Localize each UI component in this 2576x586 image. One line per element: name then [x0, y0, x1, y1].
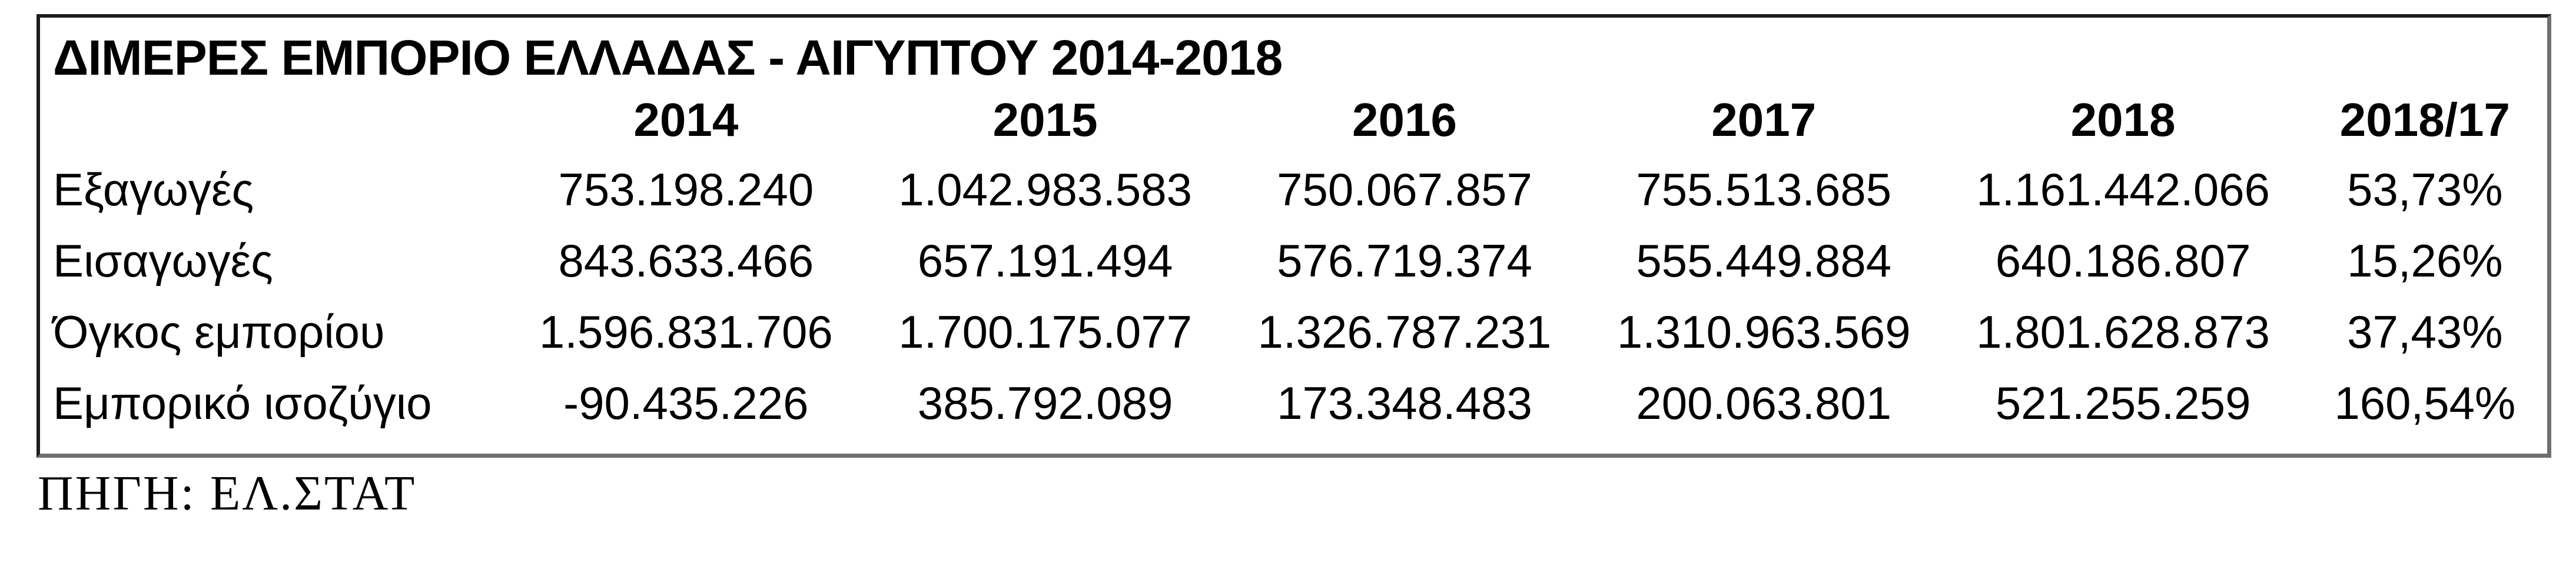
data-cell: 1.801.628.873 — [1976, 306, 2270, 358]
data-cell: 1.326.787.231 — [1257, 306, 1552, 358]
data-cell: 640.186.807 — [1995, 235, 2251, 287]
column-header-2018: 2018 — [2070, 94, 2176, 146]
data-cell: 200.063.801 — [1636, 377, 1892, 429]
data-cell: 750.067.857 — [1277, 164, 1532, 216]
column-header-2015: 2015 — [992, 94, 1098, 146]
data-cell-percent: 37,43% — [2347, 306, 2503, 358]
table-row-trade-volume: Όγκος εμπορίου 1.596.831.706 1.700.175.0… — [40, 297, 2547, 368]
data-cell: 843.633.466 — [558, 235, 814, 287]
column-header-2017: 2017 — [1711, 94, 1817, 146]
data-cell: 385.792.089 — [917, 377, 1173, 429]
trade-data-grid: 2014 2015 2016 2017 2018 2018/17 Εξαγωγέ… — [40, 86, 2547, 439]
table-row-imports: Εισαγωγές 843.633.466 657.191.494 576.71… — [40, 225, 2547, 297]
data-cell: 1.596.831.706 — [539, 306, 833, 358]
data-cell-percent: 15,26% — [2347, 235, 2503, 287]
row-label: Εξαγωγές — [53, 164, 254, 216]
data-cell: 657.191.494 — [917, 235, 1173, 287]
data-cell: -90.435.226 — [563, 377, 809, 429]
source-note: ΠΗΓΗ: ΕΛ.ΣΤΑΤ — [38, 466, 417, 521]
data-cell: 521.255.259 — [1995, 377, 2251, 429]
column-header-2016: 2016 — [1352, 94, 1457, 146]
data-cell: 1.700.175.077 — [898, 306, 1193, 358]
data-cell: 1.161.442.066 — [1976, 164, 2270, 216]
header-empty-cell — [40, 86, 506, 154]
row-label: Όγκος εμπορίου — [53, 306, 385, 358]
data-cell-percent: 160,54% — [2334, 377, 2516, 429]
trade-table: ΔΙΜΕΡΕΣ ΕΜΠΟΡΙΟ ΕΛΛΑΔΑΣ - ΑΙΓΥΠΤΟΥ 2014-… — [36, 14, 2551, 458]
data-cell: 1.310.963.569 — [1616, 306, 1911, 358]
table-row-trade-balance: Εμπορικό ισοζύγιο -90.435.226 385.792.08… — [40, 368, 2547, 439]
data-cell: 755.513.685 — [1636, 164, 1892, 216]
header-row: 2014 2015 2016 2017 2018 2018/17 — [40, 86, 2547, 154]
data-cell-percent: 53,73% — [2347, 164, 2503, 216]
data-cell: 173.348.483 — [1277, 377, 1532, 429]
table-row-exports: Εξαγωγές 753.198.240 1.042.983.583 750.0… — [40, 154, 2547, 225]
data-cell: 1.042.983.583 — [898, 164, 1193, 216]
row-label: Εμπορικό ισοζύγιο — [53, 377, 432, 429]
column-header-2014: 2014 — [633, 94, 739, 146]
column-header-2018-17: 2018/17 — [2339, 94, 2510, 146]
row-label: Εισαγωγές — [53, 235, 273, 287]
data-cell: 576.719.374 — [1277, 235, 1532, 287]
data-cell: 753.198.240 — [558, 164, 814, 216]
data-cell: 555.449.884 — [1636, 235, 1892, 287]
table-title: ΔΙΜΕΡΕΣ ΕΜΠΟΡΙΟ ΕΛΛΑΔΑΣ - ΑΙΓΥΠΤΟΥ 2014-… — [53, 30, 1283, 85]
